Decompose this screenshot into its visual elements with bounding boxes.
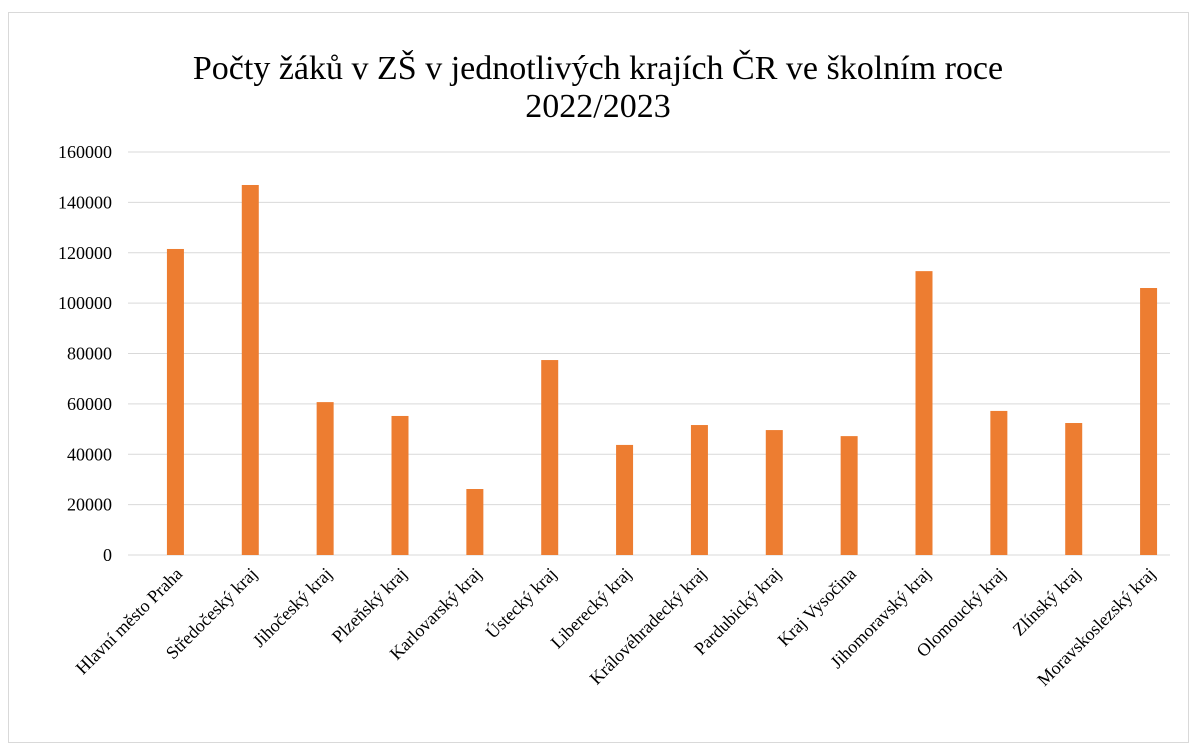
x-tick-label: Hlavní město Praha (72, 564, 187, 679)
bar (166, 248, 184, 556)
y-tick-label: 140000 (58, 192, 112, 212)
bar (616, 444, 634, 555)
y-tick-label: 80000 (67, 344, 112, 364)
y-tick-label: 100000 (58, 293, 112, 313)
bar (391, 415, 409, 555)
bar (840, 436, 858, 555)
chart-border (8, 12, 1189, 743)
y-tick-label: 20000 (67, 495, 112, 515)
bar (316, 402, 334, 555)
y-tick-label: 40000 (67, 444, 112, 464)
y-tick-label: 60000 (67, 394, 112, 414)
bar (765, 430, 783, 555)
bar (915, 271, 933, 555)
x-tick-label: Plzeňský kraj (328, 564, 411, 647)
x-tick-label: Zlínský kraj (1009, 564, 1085, 640)
x-tick-label: Ústecký kraj (481, 563, 561, 643)
y-tick-label: 120000 (58, 243, 112, 263)
bar (241, 184, 259, 556)
bar (541, 360, 559, 555)
bar (690, 425, 708, 555)
x-tick-label: Jihočeský kraj (249, 564, 336, 651)
y-tick-label: 0 (103, 545, 112, 565)
bar (990, 410, 1008, 555)
bar (466, 489, 484, 555)
bar (1140, 288, 1158, 555)
y-tick-label: 160000 (58, 142, 112, 162)
bar (1065, 423, 1083, 555)
chart-title: Počty žáků v ZŠ v jednotlivých krajích Č… (192, 50, 1004, 125)
